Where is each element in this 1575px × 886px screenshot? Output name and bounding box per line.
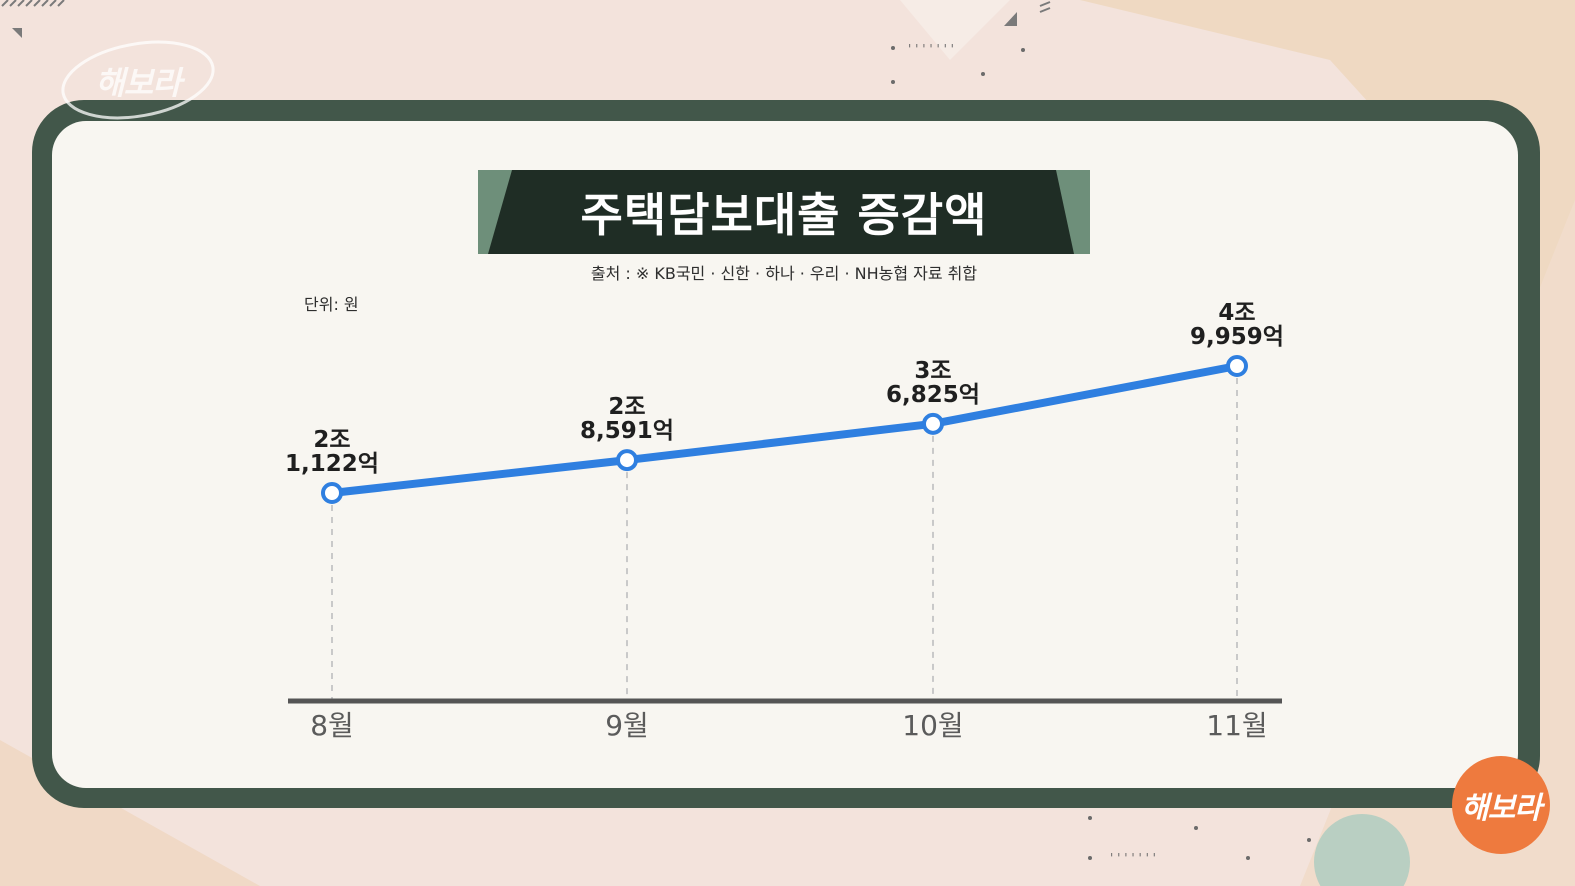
- data-label-eok: 9,959억: [1190, 324, 1284, 350]
- x-tick-label: 9월: [605, 709, 649, 742]
- data-point: [616, 449, 638, 472]
- data-label-eok: 8,591억: [580, 418, 674, 444]
- svg-text:' ' ' ' ' ' ': ' ' ' ' ' ' ': [1110, 851, 1156, 865]
- data-label-jo: 2조: [313, 427, 350, 453]
- series-line: [328, 362, 1241, 497]
- data-label-jo: 2조: [608, 394, 645, 420]
- data-label-eok: 6,825억: [886, 382, 980, 408]
- watermark-logo-ring: [61, 40, 215, 120]
- data-label-jo: 3조: [914, 358, 951, 384]
- chart-title: 주택담보대출 증감액: [580, 188, 988, 242]
- x-tick-label: 8월: [310, 709, 354, 742]
- data-label-jo: 4조: [1218, 300, 1255, 326]
- chart-title-banner: 주택담보대출 증감액: [478, 170, 1090, 254]
- brand-logo: 해보라: [1452, 756, 1550, 854]
- data-point: [321, 482, 343, 504]
- watermark-logo-text: 해보라: [95, 64, 181, 102]
- x-tick-label: 10월: [902, 709, 963, 742]
- chart-unit-label: 단위: 원: [304, 295, 359, 314]
- chart-source-note: 출처 : ※ KB국민 · 신한 · 하나 · 우리 · NH농협 자료 취합: [590, 264, 978, 283]
- title-banner-shape: [478, 170, 1090, 254]
- data-point: [1226, 355, 1248, 377]
- svg-text:' ' ' ' ' ' ': ' ' ' ' ' ' ': [908, 42, 954, 56]
- data-point: [922, 412, 944, 435]
- data-label-eok: 1,122억: [285, 451, 379, 477]
- x-tick-label: 11월: [1206, 709, 1267, 742]
